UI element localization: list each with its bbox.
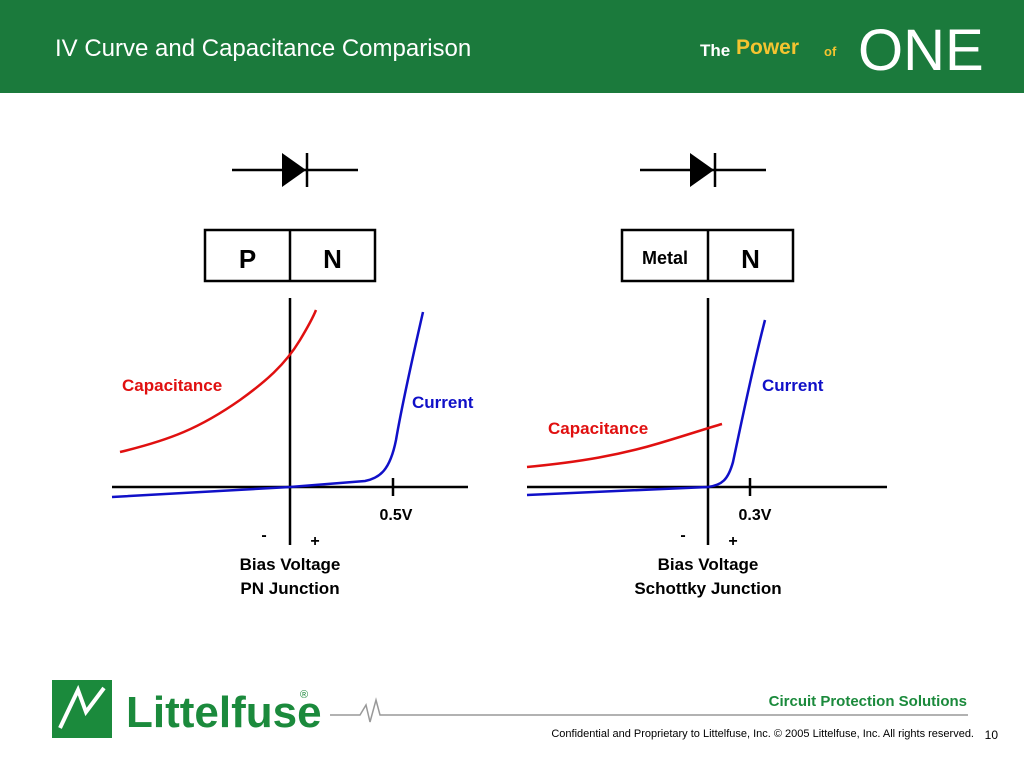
caption-line: Schottky Junction [634, 579, 781, 598]
junction-right: N [741, 244, 760, 274]
current-label: Current [762, 376, 824, 395]
junction-left: Metal [642, 248, 688, 268]
voltage-label: 0.5V [380, 507, 413, 524]
header-band [0, 0, 1024, 93]
brand-of: of [824, 44, 837, 59]
logo-glyph [58, 684, 106, 729]
brand-the: The [700, 41, 730, 60]
title: IV Curve and Capacitance Comparison [55, 35, 471, 62]
caption-line: Bias Voltage [240, 555, 341, 574]
brand-power: Power [736, 36, 799, 59]
panels: P N Capacitance Current 0.5V - + Bias Voltage PN… [111, 153, 887, 598]
voltage-label: 0.3V [739, 507, 772, 524]
current-curve [526, 319, 767, 497]
capacitance-curve [526, 422, 723, 469]
caption-line: Bias Voltage [658, 555, 759, 574]
capacitance-label: Capacitance [548, 419, 648, 438]
plus-sign: + [728, 533, 737, 550]
diode-triangle [690, 153, 714, 187]
footer-line [330, 697, 968, 723]
capacitance-curve [119, 309, 318, 454]
current-curve [111, 311, 425, 499]
brand-one: ONE [858, 18, 984, 83]
current-label: Current [412, 393, 474, 412]
junction-right: N [323, 244, 342, 274]
tagline: Circuit Protection Solutions [769, 693, 967, 710]
registered: ® [300, 689, 308, 701]
minus-sign: - [261, 527, 266, 544]
confidential: Confidential and Proprietary to Littelfu… [551, 728, 974, 740]
capacitance-label: Capacitance [122, 376, 222, 395]
page-number: 10 [985, 728, 999, 742]
company: Littelfuse [126, 688, 322, 737]
junction-left: P [239, 244, 256, 274]
caption-line: PN Junction [240, 579, 339, 598]
minus-sign: - [680, 527, 685, 544]
diode-triangle [282, 153, 306, 187]
plus-sign: + [310, 533, 319, 550]
